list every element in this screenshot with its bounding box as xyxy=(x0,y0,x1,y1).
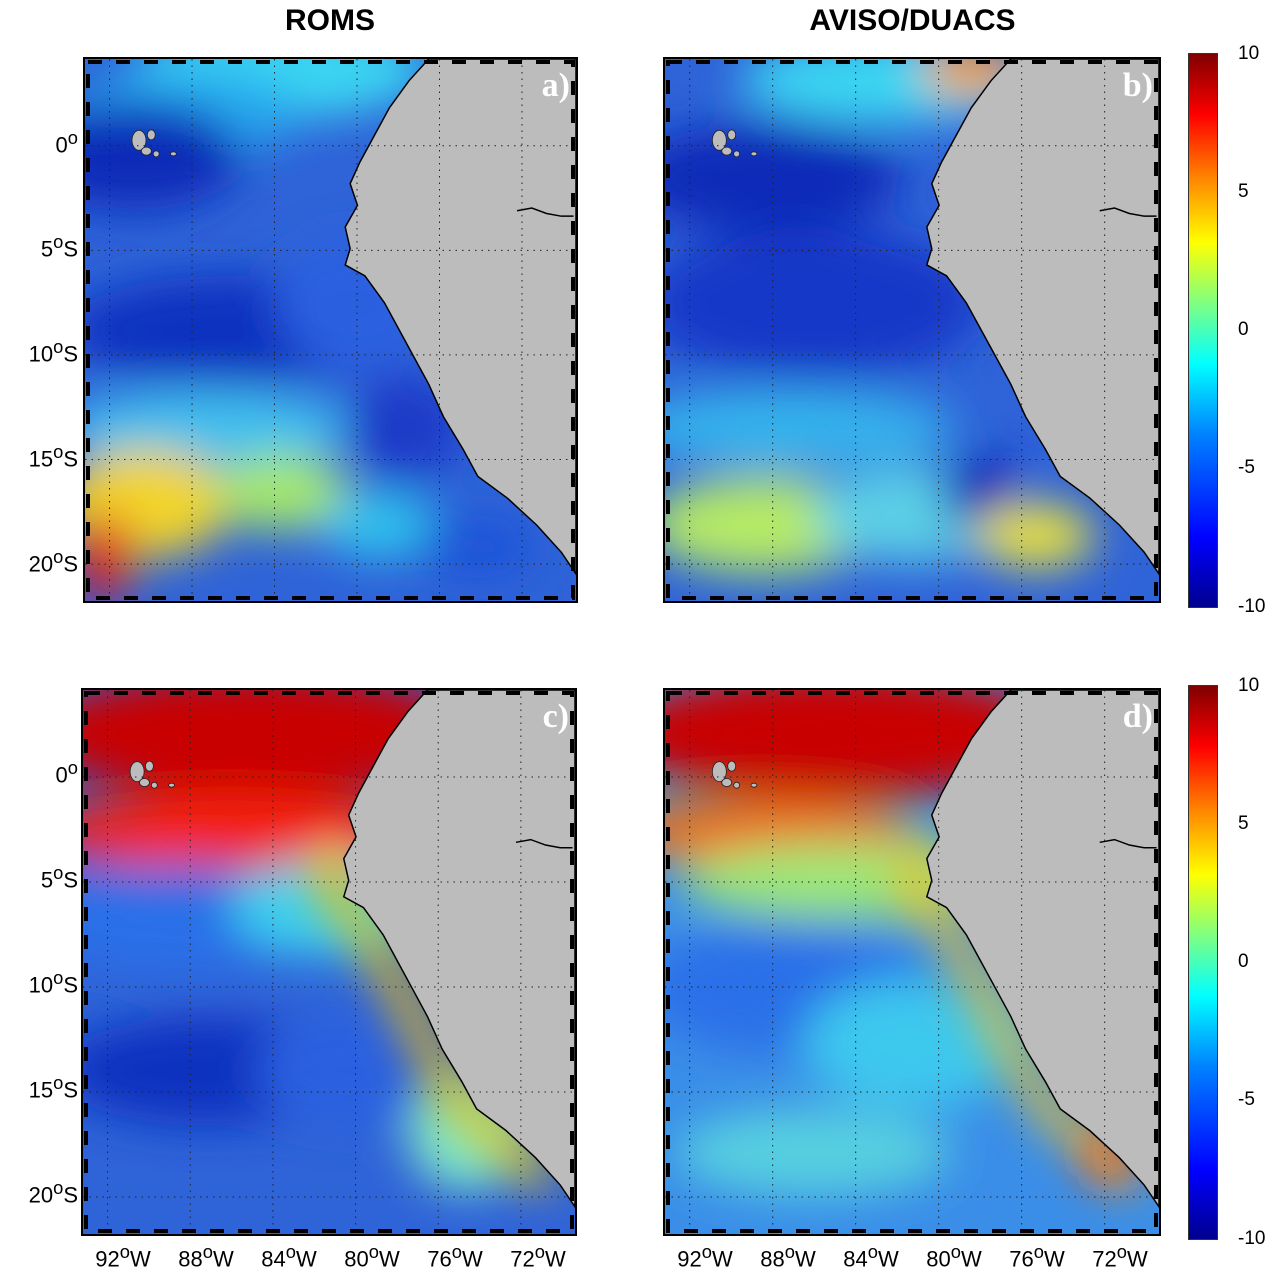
anomaly-field xyxy=(665,59,1095,574)
anomaly-blob xyxy=(665,227,982,379)
map-field xyxy=(665,59,1159,601)
land-mass xyxy=(344,59,576,576)
map-panel-b: b) xyxy=(663,57,1161,603)
anomaly-blob xyxy=(803,978,1021,1109)
lon-label: 72oW xyxy=(510,1241,566,1272)
column-title-aviso: AVISO/DUACS xyxy=(809,4,1016,37)
graticule xyxy=(665,690,1159,1234)
lat-label: 20oS xyxy=(28,1177,78,1208)
colorbar-tick: 10 xyxy=(1238,43,1260,64)
coastal-band xyxy=(316,830,556,1194)
galapagos-islands xyxy=(129,760,175,789)
lon-label: 84oW xyxy=(843,1241,899,1272)
land-mass xyxy=(925,59,1159,576)
anomaly-blob xyxy=(255,1016,452,1126)
galapagos-islands xyxy=(711,129,758,158)
map-frame xyxy=(666,60,1158,600)
lat-label: 20oS xyxy=(28,546,78,577)
colorbar-tick: 10 xyxy=(1238,675,1260,696)
lat-label: 0o xyxy=(55,127,78,158)
lat-label: 15oS xyxy=(28,1072,78,1103)
land-mass xyxy=(342,690,575,1209)
graticule xyxy=(665,59,1159,601)
colorbar-tick: 5 xyxy=(1238,181,1249,202)
anomaly-blob xyxy=(345,373,464,482)
lon-label: 72oW xyxy=(1092,1241,1148,1272)
lon-label: 80oW xyxy=(926,1241,982,1272)
lat-label: 10oS xyxy=(28,336,78,367)
lat-label: 10oS xyxy=(28,967,78,998)
anomaly-blob xyxy=(320,492,439,558)
anomaly-blob xyxy=(665,389,957,466)
anomaly-blob xyxy=(85,389,356,466)
colorbar-tick: -5 xyxy=(1238,457,1255,478)
colorbar-tick: -10 xyxy=(1238,1228,1266,1249)
map-field xyxy=(85,59,576,601)
panel-label-d: d) xyxy=(1122,698,1153,735)
galapagos-islands xyxy=(711,760,758,789)
anomaly-blob xyxy=(674,1108,952,1196)
colorbar-top xyxy=(1188,53,1218,608)
colorbar-tick: -10 xyxy=(1238,596,1266,617)
lon-label: 80oW xyxy=(344,1241,400,1272)
lat-label: 5oS xyxy=(40,231,78,262)
panel-label-a: a) xyxy=(541,67,570,104)
map-frame xyxy=(86,60,575,600)
map-frame xyxy=(666,691,1158,1233)
map-frame xyxy=(84,691,574,1233)
panel-label-c: c) xyxy=(542,698,569,735)
lat-label: 5oS xyxy=(40,862,78,893)
anomaly-blob xyxy=(976,503,1095,569)
river-line xyxy=(515,838,573,849)
colorbar-tick: 0 xyxy=(1238,319,1249,340)
anomaly-field xyxy=(85,59,537,601)
column-title-roms: ROMS xyxy=(285,4,375,37)
map-field xyxy=(665,690,1159,1234)
anomaly-blob xyxy=(212,454,351,531)
lon-label: 92oW xyxy=(95,1241,151,1272)
colorbar-tick: -5 xyxy=(1238,1089,1255,1110)
land-mass xyxy=(925,690,1159,1209)
map-panel-d: d) xyxy=(663,688,1161,1236)
lon-label: 76oW xyxy=(1009,1241,1065,1272)
colorbar-tick: 0 xyxy=(1238,951,1249,972)
colorbar-bottom xyxy=(1188,685,1218,1240)
lon-label: 88oW xyxy=(178,1241,234,1272)
galapagos-islands xyxy=(131,129,177,158)
anomaly-blob xyxy=(85,102,243,211)
graticule xyxy=(83,690,575,1234)
coastal-band xyxy=(899,830,1140,1194)
map-field xyxy=(83,690,575,1234)
map-panel-a: a) xyxy=(83,57,578,603)
river-line xyxy=(1099,838,1157,849)
lon-label: 88oW xyxy=(760,1241,816,1272)
river-line xyxy=(516,207,574,217)
lon-label: 92oW xyxy=(677,1241,733,1272)
lat-label: 0o xyxy=(55,757,78,788)
lat-label: 15oS xyxy=(28,441,78,472)
lon-label: 76oW xyxy=(427,1241,483,1272)
panel-label-b: b) xyxy=(1122,67,1153,104)
colorbar-tick: 5 xyxy=(1238,813,1249,834)
anomaly-blob xyxy=(85,514,135,601)
lon-label: 84oW xyxy=(261,1241,317,1272)
river-line xyxy=(1099,207,1157,217)
map-panel-c: c) xyxy=(81,688,577,1236)
anomaly-blob xyxy=(418,514,537,580)
